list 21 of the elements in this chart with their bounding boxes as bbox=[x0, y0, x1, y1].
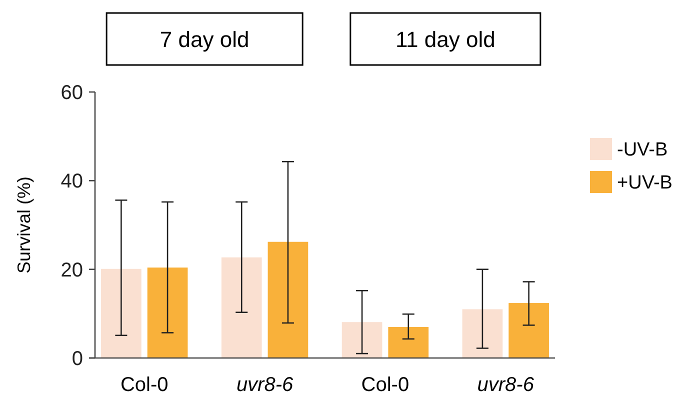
y-tick-label: 20 bbox=[60, 259, 83, 282]
bar bbox=[388, 326, 429, 358]
x-tick-label: Col-0 bbox=[361, 374, 410, 396]
bar bbox=[268, 242, 308, 358]
text: 11 day old bbox=[395, 27, 496, 52]
x-tick-label: Col-0 bbox=[120, 374, 168, 396]
y-axis-title: Survival (%) bbox=[14, 176, 34, 274]
text: 7 day old bbox=[160, 27, 250, 52]
bar bbox=[462, 309, 503, 358]
y-tick-label: 40 bbox=[60, 170, 83, 193]
bar bbox=[147, 268, 188, 358]
bar bbox=[508, 303, 549, 358]
legend-label: -UV-B bbox=[617, 140, 668, 161]
bar bbox=[101, 268, 142, 358]
y-tick-label: 0 bbox=[72, 348, 83, 370]
bar bbox=[342, 322, 382, 358]
legend-label: +UV-B bbox=[617, 172, 672, 194]
x-tick-label: uvr8-6 bbox=[236, 374, 294, 396]
y-tick-label: 60 bbox=[60, 82, 83, 104]
bar bbox=[221, 257, 262, 358]
x-tick-label: uvr8-6 bbox=[477, 374, 535, 396]
